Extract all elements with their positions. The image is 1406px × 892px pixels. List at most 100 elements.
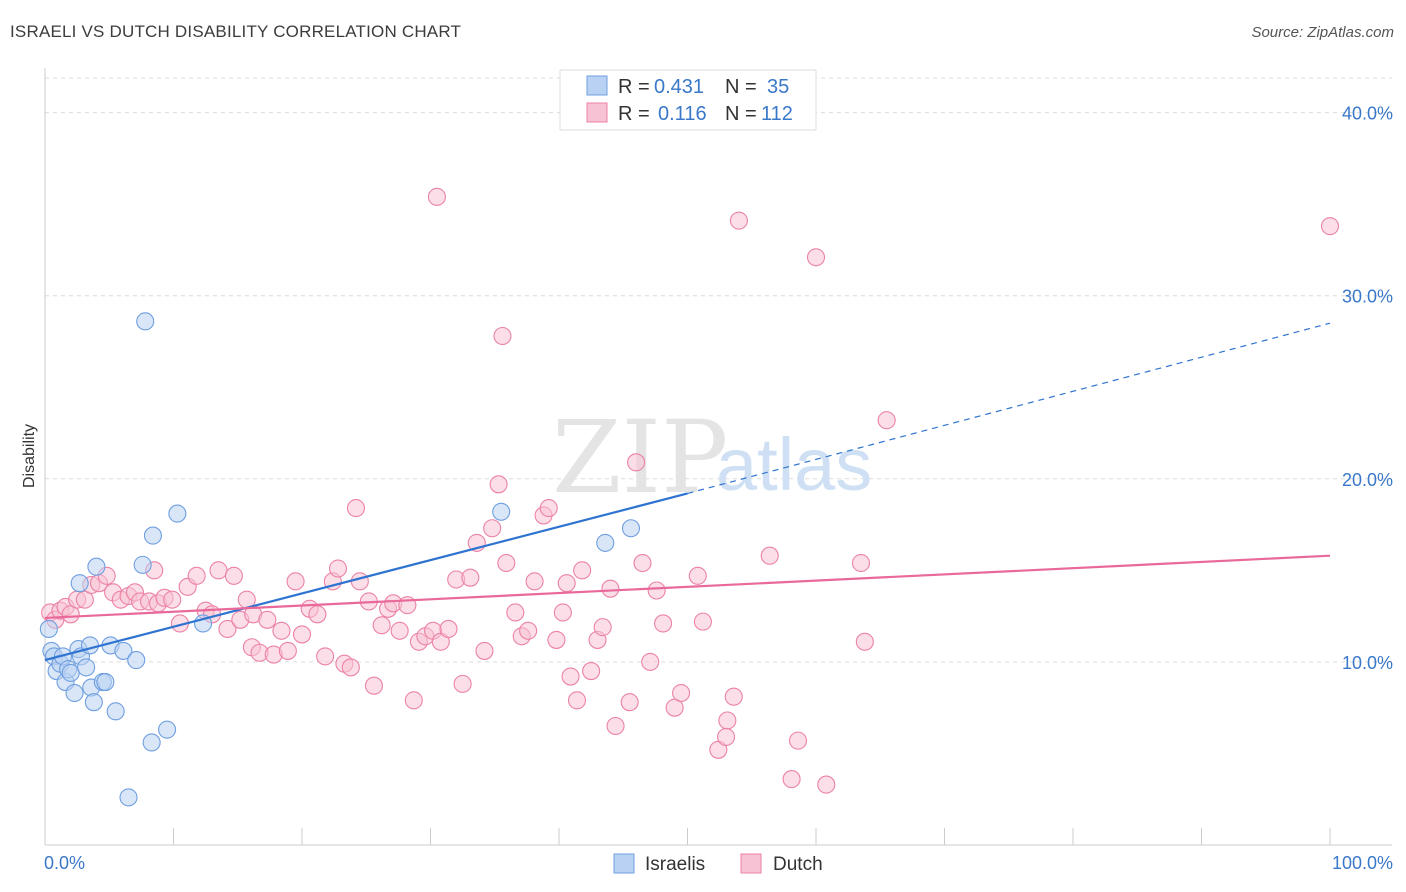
data-point-dutch	[278, 641, 297, 660]
data-point-dutch	[525, 572, 544, 591]
data-point-dutch	[877, 411, 896, 430]
data-point-dutch	[641, 652, 660, 671]
data-point-dutch	[688, 566, 707, 585]
bottom-legend-swatch-dutch	[740, 853, 762, 874]
bottom-legend: Israelis Dutch	[613, 853, 823, 875]
data-point-israelis	[84, 693, 103, 712]
legend-swatch-dutch	[586, 102, 608, 123]
trend-line-israelis	[44, 492, 688, 662]
data-point-dutch	[855, 632, 874, 651]
data-point-dutch	[620, 693, 639, 712]
data-point-israelis	[39, 619, 58, 638]
y-tick-label: 20.0%	[1342, 470, 1393, 490]
data-point-dutch	[272, 621, 291, 640]
data-point-dutch	[519, 621, 538, 640]
data-point-israelis	[77, 658, 96, 677]
legend-r-label: R =	[618, 103, 650, 125]
data-point-dutch	[573, 561, 592, 580]
data-point-dutch	[851, 553, 871, 573]
data-point-israelis	[158, 720, 177, 739]
data-point-dutch	[606, 716, 625, 736]
data-point-israelis	[133, 555, 152, 574]
data-point-dutch	[1320, 217, 1340, 236]
x-tick-label: 100.0%	[1332, 853, 1393, 873]
x-tick-labels: 0.0% 100.0%	[44, 853, 1393, 873]
data-point-dutch	[497, 553, 516, 573]
legend-n-value: 35	[767, 76, 789, 98]
data-point-dutch	[364, 676, 384, 695]
legend-n-label: N =	[725, 103, 757, 125]
data-point-dutch	[716, 727, 736, 747]
data-point-dutch	[341, 658, 360, 677]
data-point-israelis	[596, 533, 615, 552]
y-tick-label: 10.0%	[1342, 653, 1393, 673]
data-points	[39, 187, 1340, 807]
data-point-dutch	[187, 566, 206, 585]
legend: R = 0.431 N = 35 R = 0.116 N = 112	[559, 69, 817, 131]
y-tick-label: 30.0%	[1342, 287, 1393, 307]
data-point-dutch	[557, 574, 576, 593]
data-point-dutch	[427, 187, 446, 206]
bottom-legend-label-israelis: Israelis	[645, 854, 705, 875]
data-point-israelis	[143, 526, 162, 545]
data-point-israelis	[168, 504, 187, 523]
data-point-dutch	[453, 674, 472, 693]
data-point-israelis	[621, 519, 641, 538]
data-point-dutch	[224, 566, 243, 585]
bottom-legend-label-dutch: Dutch	[773, 854, 823, 875]
data-point-dutch	[439, 619, 458, 638]
data-point-dutch	[817, 775, 836, 794]
trend-line-israelis-projection	[687, 322, 1331, 495]
data-point-israelis	[136, 312, 155, 331]
data-point-israelis	[142, 733, 161, 752]
data-point-dutch	[475, 641, 494, 660]
data-point-dutch	[372, 616, 391, 635]
data-point-dutch	[806, 248, 826, 267]
data-point-israelis	[492, 502, 511, 521]
y-tick-labels: 10.0% 20.0% 30.0% 40.0%	[1342, 104, 1393, 673]
y-tick-label: 40.0%	[1342, 104, 1393, 124]
y-axis-label: Disability	[21, 424, 38, 488]
data-point-dutch	[601, 579, 620, 598]
data-point-dutch	[718, 711, 737, 730]
data-point-israelis	[127, 651, 146, 670]
data-point-dutch	[547, 630, 566, 649]
chart-title: ISRAELI VS DUTCH DISABILITY CORRELATION …	[10, 22, 462, 41]
data-point-dutch	[788, 731, 808, 750]
data-point-dutch	[561, 667, 580, 686]
grid	[45, 77, 1392, 663]
source-label: Source: ZipAtlas.com	[1251, 24, 1394, 41]
data-point-dutch	[693, 612, 712, 631]
data-point-dutch	[672, 683, 691, 703]
data-point-dutch	[633, 553, 652, 573]
trend-lines	[44, 322, 1331, 662]
data-point-dutch	[582, 662, 601, 681]
trend-line-dutch	[44, 554, 1331, 620]
legend-n-label: N =	[725, 76, 757, 98]
data-point-dutch	[258, 610, 277, 629]
data-point-dutch	[724, 687, 743, 706]
x-tick-label: 0.0%	[44, 853, 85, 873]
data-point-dutch	[627, 453, 646, 472]
axes	[44, 68, 1392, 846]
data-point-dutch	[328, 559, 348, 578]
data-point-dutch	[729, 211, 748, 230]
data-point-israelis	[61, 663, 80, 682]
data-point-israelis	[87, 557, 106, 576]
data-point-dutch	[506, 603, 525, 622]
data-point-dutch	[760, 546, 779, 565]
data-point-dutch	[567, 691, 587, 710]
data-point-dutch	[218, 619, 237, 638]
data-point-dutch	[654, 614, 673, 633]
data-point-israelis	[65, 683, 84, 703]
data-point-dutch	[539, 499, 558, 518]
data-point-israelis	[96, 672, 115, 692]
data-point-dutch	[461, 568, 480, 587]
legend-r-label: R =	[618, 76, 650, 98]
data-point-dutch	[493, 326, 512, 346]
data-point-dutch	[647, 581, 666, 600]
data-point-dutch	[489, 475, 508, 494]
data-point-dutch	[346, 499, 366, 518]
watermark: ZIP atlas	[552, 399, 872, 516]
